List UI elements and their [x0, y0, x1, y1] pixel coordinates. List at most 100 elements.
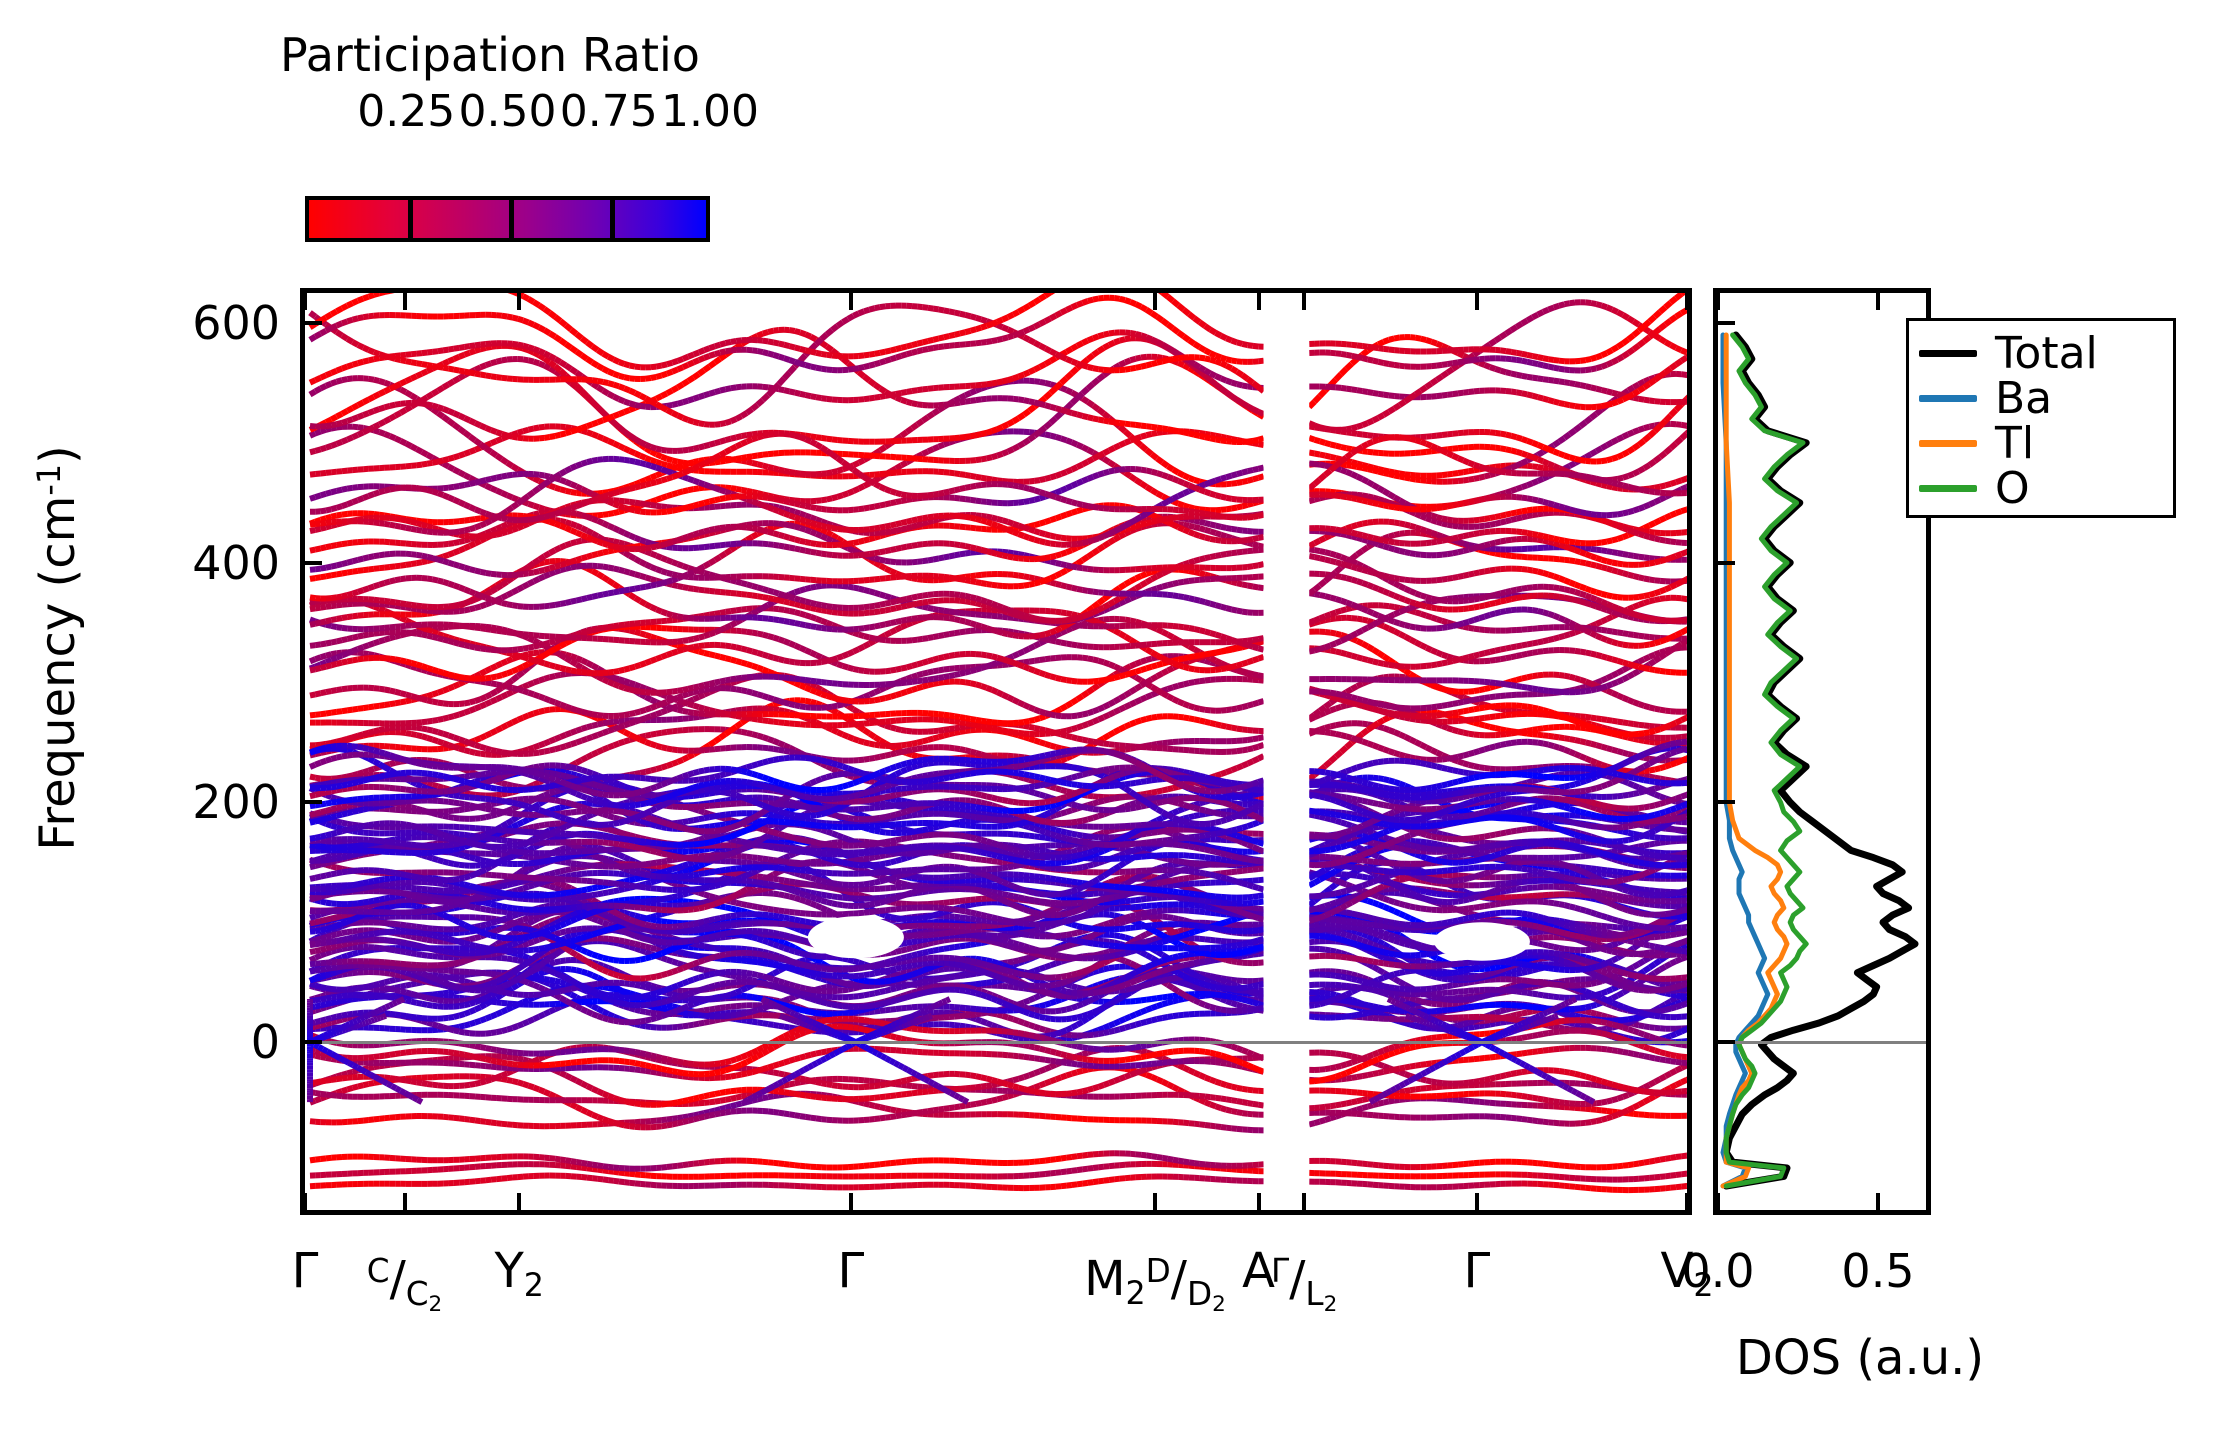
colorbar-tick	[509, 200, 514, 238]
band-x-tick-label: Γ	[1464, 1243, 1491, 1299]
band-x-tick	[1256, 1193, 1261, 1215]
band-x-tick	[848, 1193, 853, 1215]
kpath-separator	[518, 293, 521, 1210]
colorbar-tick	[407, 200, 413, 238]
dos-y-tick	[1713, 320, 1735, 325]
kpath-separator	[1476, 293, 1479, 1210]
dos-x-tick-labels: 0.0 0.5	[1681, 1243, 1931, 1303]
legend-swatch	[1919, 440, 1977, 447]
legend-label: Tl	[1995, 421, 2034, 466]
legend-label: Ba	[1995, 376, 2052, 421]
legend-entry: Total	[1919, 331, 2159, 376]
colorbar-gradient	[309, 200, 706, 238]
dos-series-tl	[1720, 332, 1790, 1189]
dos-series-total	[1722, 331, 1919, 1190]
kpath-separator	[1258, 293, 1261, 1210]
kpath-separator	[404, 293, 407, 1210]
band-x-tick	[1152, 288, 1157, 310]
band-curves	[307, 293, 1687, 1210]
dos-x-ticks-bottom	[1713, 1193, 1931, 1241]
dos-y-ticks	[1713, 288, 1743, 1215]
colorbar-tick-label: 0.75	[560, 84, 658, 140]
colorbar-tick	[610, 200, 616, 238]
band-x-tick-label: A	[1242, 1243, 1275, 1299]
band-x-tick	[303, 1193, 307, 1215]
band-x-tick-labels: Γ C/C2 Y2 Γ M2D/D2 A Γ/L2 Γ V2	[292, 1243, 1714, 1353]
dos-x-tick	[1716, 288, 1720, 310]
legend-entry: Ba	[1919, 376, 2159, 421]
band-y-tick	[300, 1040, 322, 1045]
dos-x-tick	[1716, 1193, 1720, 1215]
dos-zero-frequency-line	[1718, 1041, 1926, 1045]
band-x-tick	[303, 288, 307, 310]
band-x-ticks-top	[300, 288, 1692, 314]
band-x-tick-label: M2D/D2	[1084, 1243, 1226, 1333]
dos-series-ba	[1720, 332, 1771, 1189]
band-x-tick	[402, 1193, 407, 1215]
band-y-tick-label: 400	[192, 540, 280, 586]
kpath-separator	[1154, 293, 1157, 1210]
band-x-tick-label: Y2	[494, 1243, 543, 1314]
band-gap-region	[1433, 922, 1530, 961]
band-x-tick-label: Γ/L2	[1271, 1243, 1337, 1333]
band-y-tick	[300, 320, 322, 325]
legend-swatch	[1919, 350, 1977, 357]
band-x-tick	[1302, 288, 1307, 310]
band-x-tick	[1256, 288, 1261, 310]
dos-x-ticks-top	[1713, 288, 1931, 314]
dos-y-tick	[1713, 560, 1735, 565]
kpath-break-mask	[1263, 293, 1310, 1210]
colorbar-tick-label: 1.00	[661, 84, 759, 140]
band-y-tick-label: 600	[192, 300, 280, 346]
band-x-ticks-bottom	[300, 1193, 1692, 1241]
band-x-tick	[517, 288, 522, 310]
zero-frequency-line	[305, 1041, 1687, 1045]
band-y-axis-title: Frequency (cm-1)	[30, 298, 86, 998]
colorbar-tick-label: 0.25	[357, 84, 455, 140]
band-x-tick	[1474, 288, 1479, 310]
dos-legend: Total Ba Tl O	[1906, 318, 2176, 518]
colorbar-tick-labels: 0.25 0.50 0.75 1.00	[180, 84, 800, 140]
band-y-tick-label: 0	[251, 1019, 280, 1065]
band-x-tick	[1685, 288, 1689, 310]
band-x-tick	[1474, 1193, 1479, 1215]
band-x-tick-label: C/C2	[367, 1243, 442, 1333]
band-x-tick-label: Γ	[838, 1243, 865, 1299]
legend-swatch	[1919, 485, 1977, 492]
colorbar-title: Participation Ratio	[180, 28, 800, 82]
phonon-band-structure-panel	[300, 288, 1692, 1215]
kpath-separator	[850, 293, 853, 1210]
band-y-tick	[300, 800, 322, 805]
band-y-tick	[300, 560, 322, 565]
dos-curves	[1720, 331, 1919, 1190]
legend-entry: Tl	[1919, 421, 2159, 466]
band-gap-region	[807, 916, 904, 959]
legend-swatch	[1919, 395, 1977, 402]
dos-series-o	[1723, 332, 1809, 1189]
band-x-tick	[1685, 1193, 1689, 1215]
band-x-tick	[848, 288, 853, 310]
dos-x-tick	[1876, 288, 1880, 310]
band-y-tick-labels: 600 400 200 0	[110, 288, 280, 1215]
kpath-separator	[1303, 293, 1306, 1210]
band-x-tick	[402, 288, 407, 310]
phonon-dos-panel	[1713, 288, 1931, 1215]
band-x-tick	[1302, 1193, 1307, 1215]
band-x-tick	[517, 1193, 522, 1215]
legend-entry: O	[1919, 466, 2159, 511]
dos-y-tick	[1713, 800, 1735, 805]
colorbar	[305, 196, 710, 242]
band-x-tick	[1152, 1193, 1157, 1215]
dos-x-tick	[1876, 1193, 1880, 1215]
band-y-tick-label: 200	[192, 779, 280, 825]
band-x-tick-label: V2	[1661, 1243, 1714, 1314]
dos-x-tick-label: 0.5	[1841, 1243, 1914, 1299]
dos-x-axis-title: DOS (a.u.)	[1650, 1330, 2070, 1386]
dos-x-tick-label: 0.0	[1681, 1243, 1754, 1299]
legend-label: O	[1995, 466, 2030, 511]
legend-label: Total	[1995, 331, 2098, 376]
band-y-ticks	[300, 288, 330, 1215]
band-x-tick-label: Γ	[292, 1243, 319, 1299]
colorbar-tick-label: 0.50	[459, 84, 557, 140]
